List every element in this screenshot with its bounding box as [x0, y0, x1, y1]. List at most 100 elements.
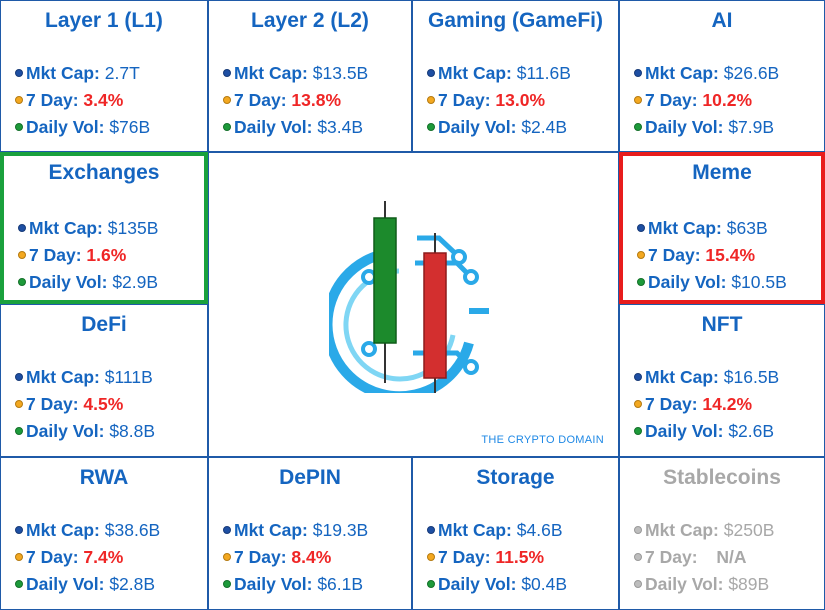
seven-day-value: 10.2% [702, 90, 753, 110]
daily-vol-label: Daily Vol: [29, 272, 108, 292]
sector-card-stablecoins: Stablecoins Mkt Cap: $250B 7 Day: N/A Daily… [619, 457, 825, 610]
blue-dot-icon [634, 69, 642, 77]
seven-day-value: N/A [716, 547, 747, 567]
mkt-cap-row: Mkt Cap: $16.5B [634, 367, 779, 388]
blue-dot-icon [427, 526, 435, 534]
sector-title: Stablecoins [663, 466, 781, 489]
mkt-cap-label: Mkt Cap: [645, 63, 719, 83]
mkt-cap-value: $11.6B [516, 63, 571, 83]
sector-title: Gaming (GameFi) [427, 9, 604, 32]
green-dot-icon [634, 427, 642, 435]
mkt-cap-row: Mkt Cap: $38.6B [15, 520, 160, 541]
mkt-cap-value: $250B [723, 520, 775, 540]
seven-day-value: 4.5% [83, 394, 124, 414]
mkt-cap-label: Mkt Cap: [648, 218, 722, 238]
green-dot-icon [15, 427, 23, 435]
seven-day-row: 7 Day: 1.6% [18, 245, 126, 266]
mkt-cap-row: Mkt Cap: $11.6B [427, 63, 571, 84]
mkt-cap-row: Mkt Cap: 2.7T [15, 63, 140, 84]
blue-dot-icon [223, 69, 231, 77]
sector-card-layer1: Layer 1 (L1) Mkt Cap: 2.7T 7 Day: 3.4% Dail… [0, 0, 208, 152]
seven-day-label: 7 Day: [26, 394, 79, 414]
seven-day-label: 7 Day: [26, 90, 79, 110]
daily-vol-label: Daily Vol: [438, 117, 517, 137]
green-dot-icon [223, 580, 231, 588]
sector-title: Layer 1 (L1) [45, 9, 163, 32]
orange-dot-icon [634, 400, 642, 408]
green-dot-icon [15, 580, 23, 588]
daily-vol-value: $7.9B [728, 117, 775, 137]
sector-title: Storage [476, 466, 555, 489]
crypto-domain-logo-icon [329, 201, 489, 393]
mkt-cap-value: $111B [104, 367, 153, 387]
sector-title: Exchanges [48, 161, 160, 184]
daily-vol-label: Daily Vol: [645, 117, 724, 137]
orange-dot-icon [15, 96, 23, 104]
seven-day-row: 7 Day: N/A [634, 547, 747, 568]
blue-dot-icon [427, 69, 435, 77]
daily-vol-label: Daily Vol: [645, 421, 724, 441]
seven-day-label: 7 Day: [26, 547, 79, 567]
blue-dot-icon [15, 69, 23, 77]
daily-vol-value: $2.6B [728, 421, 775, 441]
daily-vol-value: $2.8B [109, 574, 156, 594]
sector-title: AI [711, 9, 733, 32]
orange-dot-icon [634, 96, 642, 104]
center-logo-panel: THE CRYPTO DOMAIN [208, 152, 619, 457]
seven-day-row: 7 Day: 14.2% [634, 394, 752, 415]
daily-vol-row: Daily Vol: $89B [634, 574, 769, 595]
seven-day-value: 7.4% [83, 547, 124, 567]
seven-day-label: 7 Day: [234, 547, 287, 567]
mkt-cap-row: Mkt Cap: $111B [15, 367, 153, 388]
daily-vol-row: Daily Vol: $76B [15, 117, 150, 138]
green-dot-icon [15, 123, 23, 131]
daily-vol-label: Daily Vol: [26, 421, 105, 441]
daily-vol-value: $0.4B [521, 574, 568, 594]
seven-day-label: 7 Day: [648, 245, 701, 265]
seven-day-label: 7 Day: [234, 90, 287, 110]
mkt-cap-value: $16.5B [723, 367, 780, 387]
orange-dot-icon [634, 553, 642, 561]
seven-day-label: 7 Day: [645, 90, 698, 110]
mkt-cap-value: 2.7T [104, 63, 140, 83]
seven-day-value: 13.0% [495, 90, 546, 110]
sector-title: DeFi [81, 313, 127, 336]
daily-vol-label: Daily Vol: [26, 574, 105, 594]
sector-title: DePIN [279, 466, 341, 489]
daily-vol-label: Daily Vol: [645, 574, 724, 594]
seven-day-label: 7 Day: [645, 394, 698, 414]
mkt-cap-row: Mkt Cap: $63B [637, 218, 768, 239]
seven-day-value: 8.4% [291, 547, 332, 567]
mkt-cap-label: Mkt Cap: [645, 367, 719, 387]
sector-card-ai: AI Mkt Cap: $26.6B 7 Day: 10.2% Daily Vol: … [619, 0, 825, 152]
mkt-cap-value: $135B [107, 218, 159, 238]
daily-vol-value: $3.4B [317, 117, 364, 137]
mkt-cap-label: Mkt Cap: [234, 63, 308, 83]
daily-vol-value: $10.5B [731, 272, 787, 292]
seven-day-label: 7 Day: [645, 547, 698, 567]
daily-vol-label: Daily Vol: [648, 272, 727, 292]
sector-card-depin: DePIN Mkt Cap: $19.3B 7 Day: 8.4% Daily Vol… [208, 457, 412, 610]
sector-card-gaming: Gaming (GameFi) Mkt Cap: $11.6B 7 Day: 13.… [412, 0, 619, 152]
mkt-cap-row: Mkt Cap: $19.3B [223, 520, 368, 541]
seven-day-value: 15.4% [705, 245, 756, 265]
mkt-cap-label: Mkt Cap: [234, 520, 308, 540]
seven-day-value: 11.5% [495, 547, 545, 567]
daily-vol-value: $76B [109, 117, 151, 137]
daily-vol-row: Daily Vol: $2.6B [634, 421, 774, 442]
seven-day-label: 7 Day: [29, 245, 82, 265]
daily-vol-row: Daily Vol: $2.9B [18, 272, 158, 293]
orange-dot-icon [15, 553, 23, 561]
green-dot-icon [223, 123, 231, 131]
orange-dot-icon [223, 553, 231, 561]
mkt-cap-row: Mkt Cap: $26.6B [634, 63, 779, 84]
sector-card-layer2: Layer 2 (L2) Mkt Cap: $13.5B 7 Day: 13.8% D… [208, 0, 412, 152]
sector-card-nft: NFT Mkt Cap: $16.5B 7 Day: 14.2% Daily Vol:… [619, 304, 825, 457]
seven-day-value: 1.6% [86, 245, 127, 265]
mkt-cap-value: $38.6B [104, 520, 161, 540]
seven-day-row: 7 Day: 11.5% [427, 547, 544, 568]
orange-dot-icon [637, 251, 645, 259]
sector-card-rwa: RWA Mkt Cap: $38.6B 7 Day: 7.4% Daily Vol: … [0, 457, 208, 610]
green-dot-icon [634, 123, 642, 131]
blue-dot-icon [15, 526, 23, 534]
